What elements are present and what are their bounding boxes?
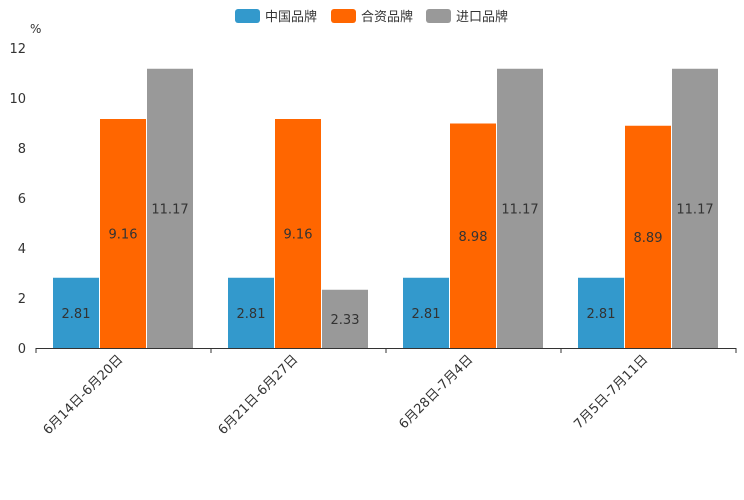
y-tick-label: 6 <box>18 192 26 207</box>
y-tick-label: 0 <box>18 342 26 357</box>
bar-2-3[interactable] <box>450 123 496 349</box>
legend-label-2[interactable]: 合资品牌 <box>361 9 413 25</box>
bar-1-3[interactable] <box>403 277 449 348</box>
bar-3-2[interactable] <box>322 289 368 348</box>
bar-3-1[interactable] <box>147 68 193 348</box>
y-tick-label: 10 <box>9 92 26 107</box>
y-axis-unit-label: % <box>30 22 41 36</box>
legend-swatch-2[interactable] <box>331 9 356 23</box>
bar-value-label: 9.16 <box>284 228 313 243</box>
bar-3-4[interactable] <box>672 68 718 348</box>
legend-swatch-1[interactable] <box>235 9 260 23</box>
y-tick-label: 12 <box>9 42 26 57</box>
y-tick-label: 4 <box>18 242 26 257</box>
bar-1-2[interactable] <box>228 277 274 348</box>
bar-value-label: 2.81 <box>412 307 441 322</box>
legend: 中国品牌 合资品牌 进口品牌 <box>235 9 508 25</box>
legend-swatch-3[interactable] <box>426 9 451 23</box>
bar-3-3[interactable] <box>497 68 543 348</box>
x-tick-label: 7月5日-7月11日 <box>571 352 651 432</box>
bar-value-label: 2.81 <box>587 307 616 322</box>
y-tick-label: 2 <box>18 292 26 307</box>
x-tick-label: 6月14日-6月20日 <box>41 352 127 438</box>
bar-value-label: 11.17 <box>151 202 188 217</box>
bar-value-label: 2.81 <box>237 307 266 322</box>
y-axis: 0 2 4 6 8 10 12 <box>9 42 26 357</box>
y-tick-label: 8 <box>18 142 26 157</box>
x-axis: 6月14日-6月20日 6月21日-6月27日 6月28日-7月4日 7月5日-7月1… <box>35 348 737 438</box>
bar-2-2[interactable] <box>275 119 321 348</box>
bar-value-label: 2.81 <box>62 307 91 322</box>
legend-label-3[interactable]: 进口品牌 <box>456 9 508 25</box>
bars-group: 2.81 9.16 11.17 2.81 9.16 2.33 2.81 8.98 11.17 2.… <box>53 68 718 349</box>
bar-value-label: 2.33 <box>331 313 360 328</box>
bar-value-label: 8.89 <box>634 231 663 246</box>
bar-value-label: 11.17 <box>676 202 713 217</box>
bar-value-label: 9.16 <box>109 228 138 243</box>
bar-value-label: 8.98 <box>459 230 488 245</box>
bar-2-4[interactable] <box>625 125 671 348</box>
bar-value-label: 11.17 <box>501 202 538 217</box>
legend-label-1[interactable]: 中国品牌 <box>265 9 317 25</box>
x-tick-label: 6月28日-7月4日 <box>396 352 476 432</box>
x-tick-label: 6月21日-6月27日 <box>216 352 302 438</box>
bar-2-1[interactable] <box>100 119 146 348</box>
bar-1-4[interactable] <box>578 277 624 348</box>
bar-1-1[interactable] <box>53 277 99 348</box>
